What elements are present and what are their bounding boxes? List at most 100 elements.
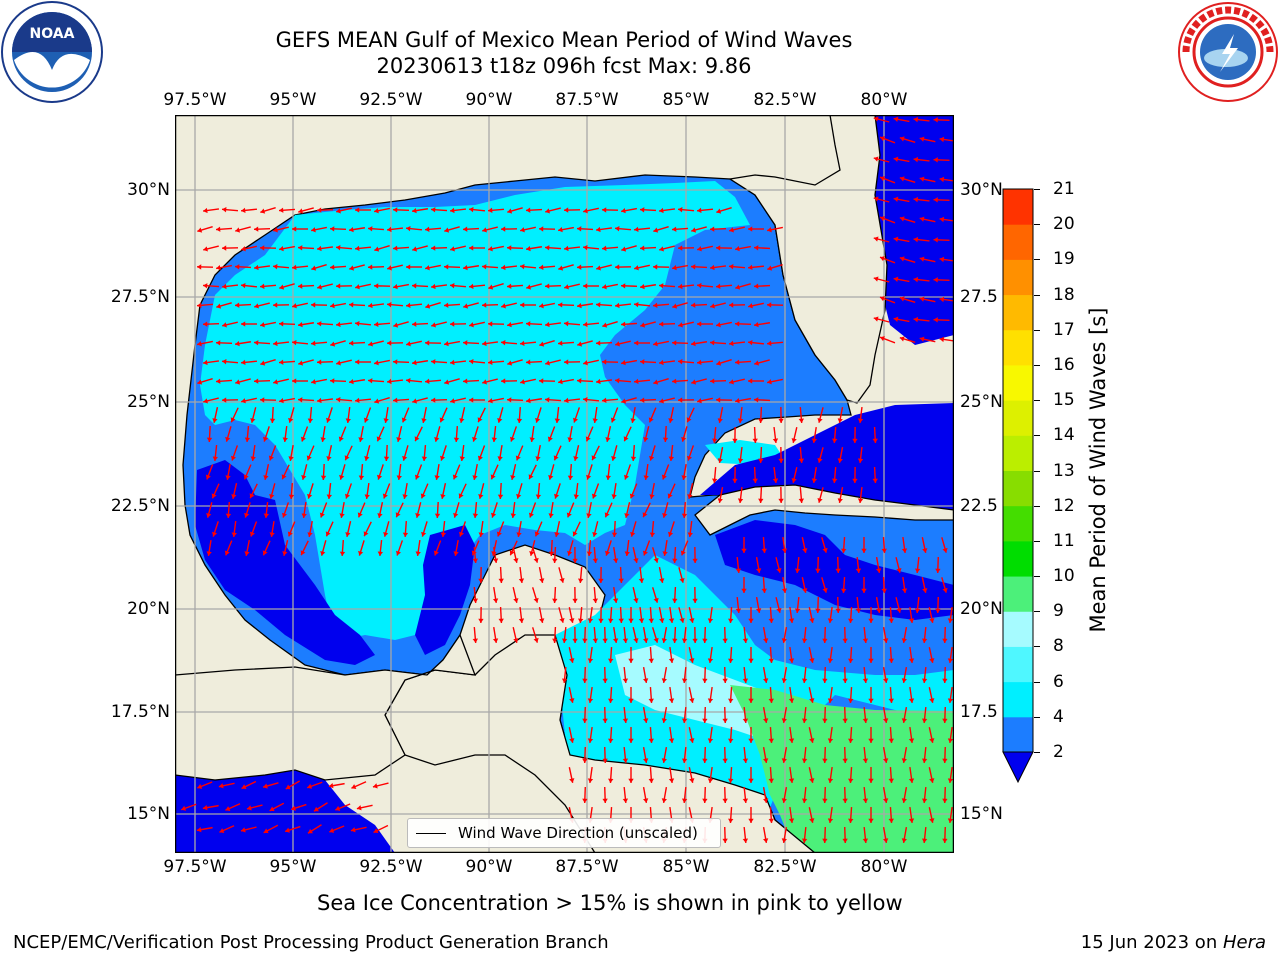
wind-arrow-head	[364, 456, 370, 461]
wind-arrow-head	[373, 828, 379, 834]
colorbar-tick-label: 17	[1053, 319, 1075, 340]
wind-arrow-head	[922, 588, 928, 593]
wind-arrow-head	[552, 638, 558, 643]
wind-arrow-head	[758, 458, 764, 463]
wind-arrow-head	[942, 798, 948, 803]
wind-arrow-head	[444, 379, 450, 385]
wind-arrow-head	[848, 618, 854, 623]
lat-tick-left: 17.5°N	[110, 702, 170, 722]
wind-arrow-head	[564, 245, 569, 252]
wind-arrow-head	[501, 264, 506, 271]
wind-arrow-head	[643, 475, 649, 480]
wind-arrow-head	[320, 475, 327, 480]
wind-arrow-head	[326, 417, 332, 423]
wind-arrow-head	[526, 207, 531, 213]
lon-tick-top: 97.5°W	[163, 90, 227, 110]
wind-arrow-head	[582, 798, 588, 803]
wind-arrow-head	[678, 397, 683, 403]
wind-arrow-head	[653, 264, 658, 270]
wind-arrow-head	[572, 598, 578, 603]
wind-arrow-head	[702, 678, 708, 683]
wind-arrow-head	[507, 360, 513, 366]
wind-arrow-head	[929, 738, 935, 743]
wind-arrow-head	[431, 359, 436, 365]
wind-arrow-head	[899, 136, 905, 142]
wind-arrow-head	[893, 236, 899, 242]
wind-arrow-head	[707, 658, 714, 663]
wind-arrow-head	[425, 265, 430, 271]
legend-label: Wind Wave Direction (unscaled)	[458, 824, 698, 842]
wind-arrow-head	[535, 494, 542, 499]
wind-arrow-head	[336, 245, 341, 251]
wind-arrow-head	[679, 577, 685, 583]
wind-arrow-head	[768, 658, 774, 663]
wind-arrow-head	[558, 302, 563, 308]
wind-arrow-head	[497, 494, 504, 499]
wind-arrow-head	[269, 532, 275, 537]
wind-arrow-head	[802, 548, 808, 553]
wind-arrow-head	[604, 512, 610, 518]
wind-arrow-head	[781, 548, 788, 553]
wind-arrow-head	[349, 226, 354, 233]
wind-arrow-head	[507, 397, 512, 403]
wind-arrow-head	[478, 618, 484, 623]
wind-arrow-head	[855, 568, 862, 573]
wind-arrow-head	[463, 340, 468, 346]
wind-arrow-head	[809, 618, 815, 623]
wind-arrow-head	[583, 360, 588, 366]
wind-arrow-head	[406, 225, 411, 232]
wind-arrow-head	[921, 638, 928, 643]
wind-arrow-head	[567, 437, 573, 442]
wind-arrow-head	[768, 618, 774, 623]
wind-arrow-head	[623, 474, 630, 480]
wind-arrow-head	[913, 276, 919, 283]
wind-arrow-head	[689, 658, 695, 663]
colorbar-band	[1003, 259, 1033, 296]
wind-arrow-head	[577, 302, 582, 309]
wind-arrow-head	[196, 827, 202, 833]
wind-arrow-head	[827, 738, 834, 743]
wind-arrow-head	[368, 302, 373, 309]
colorbar-tick-mark	[1034, 752, 1040, 753]
wind-arrow-head	[298, 360, 304, 366]
wind-arrow-head	[732, 478, 738, 483]
wind-arrow-head	[710, 226, 715, 232]
wind-arrow-head	[822, 587, 828, 593]
wind-arrow-head	[330, 378, 335, 384]
wind-arrow-head	[689, 618, 695, 623]
wind-arrow-head	[602, 397, 607, 403]
wind-arrow-head	[412, 283, 417, 289]
wind-arrow-head	[822, 758, 828, 763]
wind-arrow-head	[640, 359, 645, 365]
wind-arrow-head	[526, 245, 531, 252]
wind-arrow-head	[722, 798, 728, 803]
wind-arrow-head	[387, 340, 392, 346]
wave-region-lt2-campeche	[415, 525, 475, 655]
wind-arrow-head	[728, 618, 734, 623]
colorbar-tick-label: 8	[1053, 636, 1064, 657]
wind-arrow-head	[921, 678, 928, 683]
wind-arrow-head	[748, 658, 754, 663]
svg-text:NOAA: NOAA	[30, 26, 75, 42]
wind-arrow-head	[587, 658, 594, 663]
wind-arrow-head	[883, 838, 889, 843]
lon-tick-bottom: 87.5°W	[555, 857, 619, 877]
wind-arrow-head	[431, 283, 436, 290]
wind-arrow-head	[621, 246, 627, 252]
wind-arrow-head	[414, 436, 420, 442]
wind-arrow-head	[518, 618, 525, 623]
wind-arrow-head	[292, 226, 297, 232]
wind-arrow-head	[754, 360, 760, 366]
colorbar-tick-mark	[1034, 540, 1040, 542]
wind-arrow-head	[292, 264, 297, 271]
wind-arrow-head	[376, 436, 382, 442]
wind-arrow-head	[566, 512, 572, 518]
wind-arrow-head	[231, 532, 237, 537]
wind-arrow-head	[463, 264, 468, 271]
wind-arrow-head	[689, 698, 695, 703]
wind-arrow-head	[822, 638, 828, 643]
wind-arrow-head	[596, 226, 601, 233]
wind-arrow-head	[602, 284, 607, 290]
colorbar-band	[1003, 716, 1033, 753]
wind-arrow-head	[298, 321, 303, 328]
